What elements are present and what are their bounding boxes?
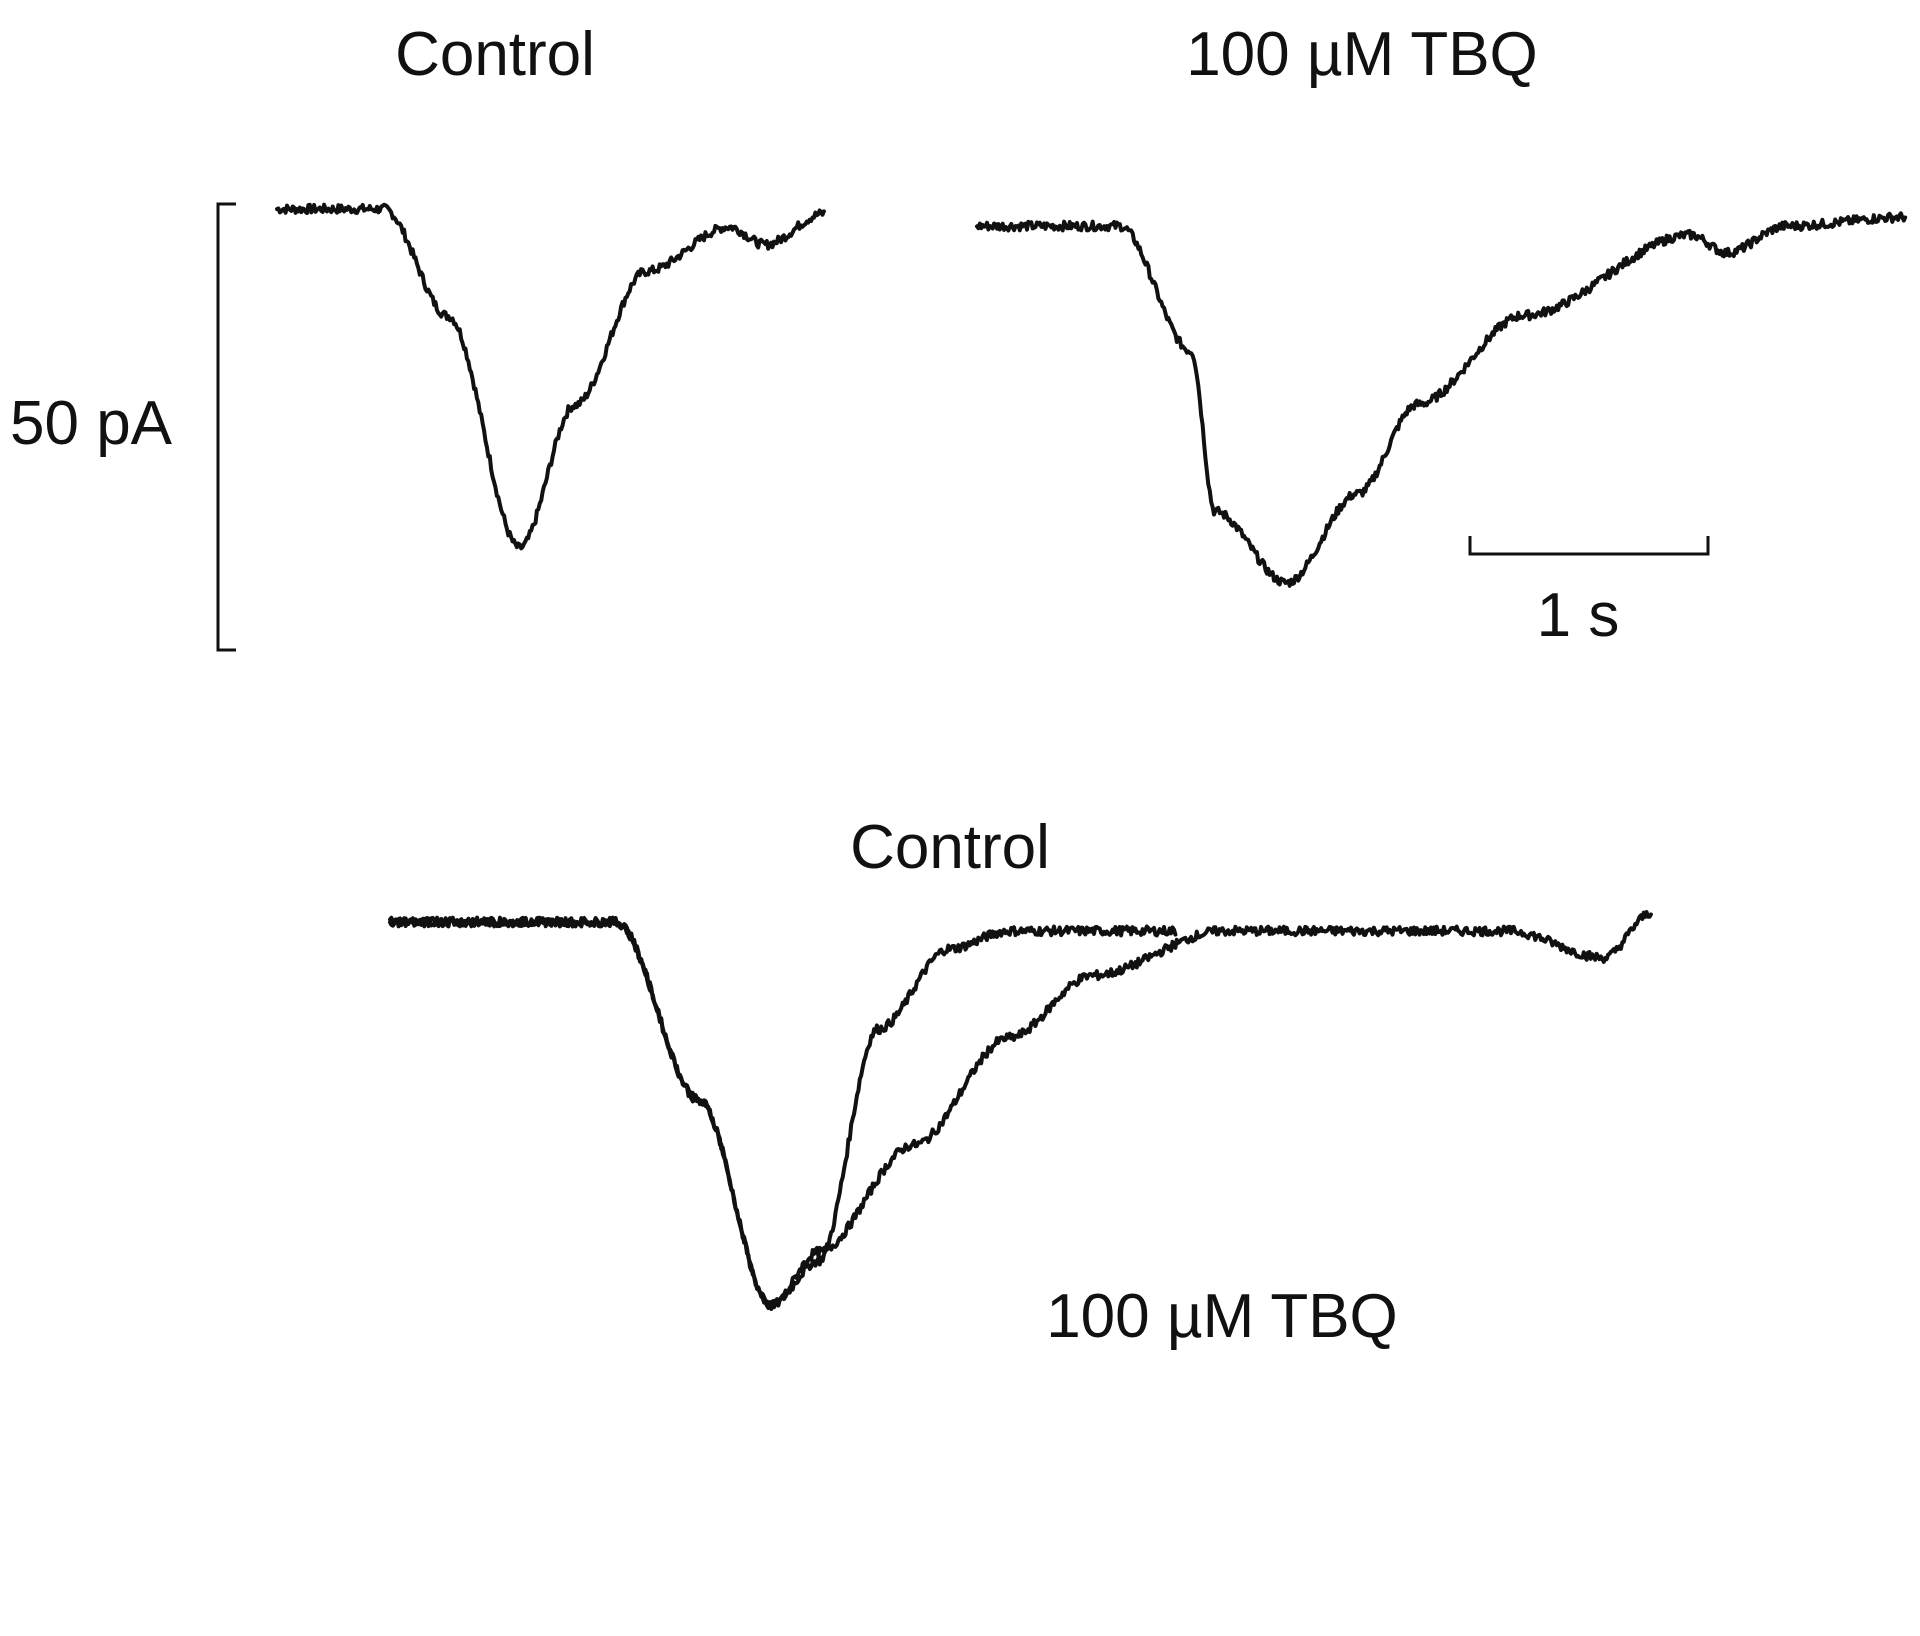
trace-tbq-top <box>975 211 1908 588</box>
title-tbq-top: 100 µM TBQ <box>1186 20 1538 89</box>
trace-tbq-bottom <box>388 910 1653 1310</box>
trace-control-top <box>275 202 826 551</box>
title-control-top: Control <box>395 20 595 89</box>
time-scalebar-label: 1 s <box>1537 581 1620 650</box>
current-scalebar <box>216 202 236 652</box>
annotation-tbq-bottom: 100 µM TBQ <box>1046 1282 1398 1351</box>
title-control-bottom: Control <box>850 813 1050 882</box>
time-scalebar <box>1468 536 1710 556</box>
trace-control-bottom <box>388 915 1178 1311</box>
current-scalebar-label: 50 pA <box>10 389 173 458</box>
